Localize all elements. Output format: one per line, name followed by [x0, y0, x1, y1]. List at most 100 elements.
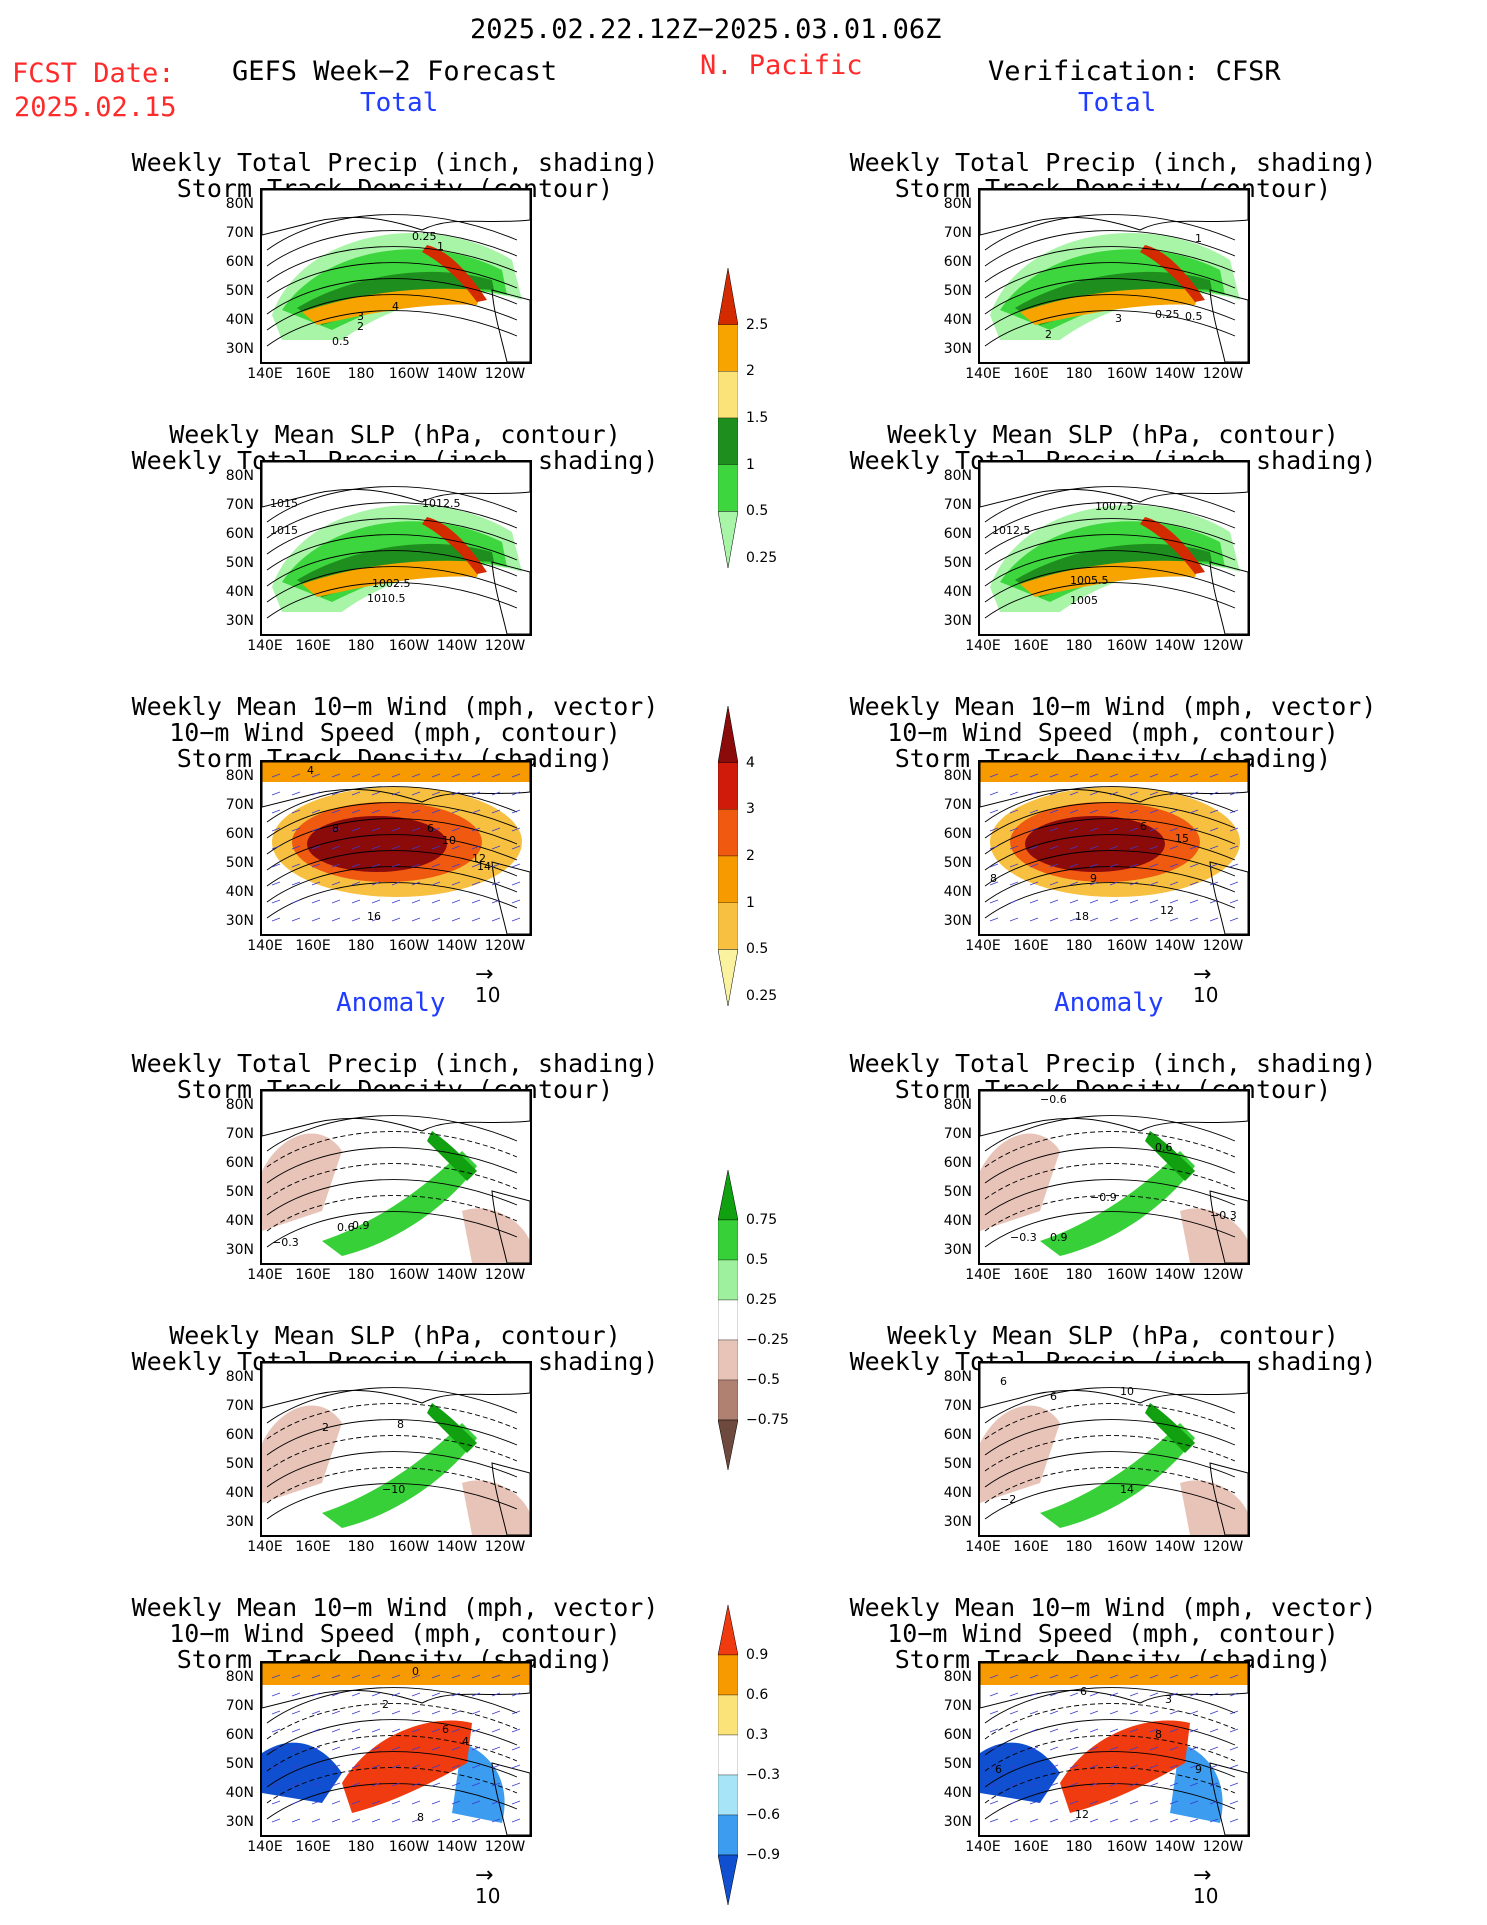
lat-tick-label: 60N — [943, 1155, 972, 1171]
wind-vector — [511, 1746, 521, 1751]
precip-anom-dry-east — [1180, 1208, 1248, 1263]
wind-vector — [491, 1800, 501, 1805]
lon-tick-label: 140W — [436, 1839, 478, 1855]
colorbar-segment — [717, 1379, 739, 1421]
contour-label: 1012.5 — [992, 524, 1031, 537]
wind-vector — [1209, 881, 1219, 886]
wind-vector — [1129, 1692, 1139, 1697]
wind-vector — [371, 917, 381, 922]
contour-line — [984, 1195, 1236, 1232]
wind-vector — [351, 917, 361, 922]
contour-label: 6 — [995, 1763, 1002, 1776]
wind-vector — [1009, 791, 1019, 796]
wind-vector — [391, 917, 401, 922]
coastline-america — [491, 861, 530, 934]
lon-tick-label: 120W — [484, 1839, 526, 1855]
wind-vector — [491, 899, 501, 904]
wind-vector — [491, 1764, 501, 1769]
coastline-america — [491, 1190, 530, 1263]
colorbar-tick-label: 0.25 — [746, 1292, 778, 1308]
wind-vector — [311, 1674, 321, 1679]
wind-vector — [1189, 1818, 1199, 1823]
contour-line — [266, 1147, 518, 1184]
wind-vector — [1209, 1764, 1219, 1769]
wind-vector — [271, 791, 281, 796]
wind-vector — [1209, 827, 1219, 832]
wind-vector — [371, 1710, 381, 1715]
map-svg: −0.6 0.6 −0.9 −0.3 0.9 −0.3 — [980, 1091, 1248, 1263]
wind-vector — [511, 863, 521, 868]
precip-shade-red — [422, 517, 487, 574]
wind-vector — [411, 1800, 421, 1805]
wind-vector — [371, 827, 381, 832]
lon-tick-label: 180 — [347, 938, 375, 954]
lon-tick-label: 180 — [1065, 938, 1093, 954]
map-svg: 1015 1015 1012.5 1002.5 1010.5 — [262, 462, 530, 634]
wind-vector — [511, 845, 521, 850]
wind-vector — [1089, 773, 1099, 778]
wind-vector — [331, 1782, 341, 1787]
lat-tick-label: 70N — [225, 1126, 254, 1142]
wind-vector — [1069, 1764, 1079, 1769]
wind-vector — [1209, 917, 1219, 922]
wind-vector — [471, 1800, 481, 1805]
wind-vector — [511, 1674, 521, 1679]
lon-tick-label: 120W — [1202, 638, 1244, 654]
lon-tick-label: 140W — [436, 366, 478, 382]
wind-vector — [1009, 917, 1019, 922]
contour-line — [984, 1451, 1236, 1488]
wind-vector — [331, 1692, 341, 1697]
wind-vector — [1129, 1674, 1139, 1679]
coastline-north — [980, 190, 1248, 236]
colorbar-tick-label: 2 — [746, 848, 755, 864]
colorbar-tick-label: 1.5 — [746, 410, 769, 426]
colorbar-segment — [717, 1219, 739, 1261]
lat-tick-label: 60N — [225, 1727, 254, 1743]
colorbar-tick-label: 3 — [746, 801, 755, 818]
contour-label: 14 — [1120, 1483, 1134, 1496]
colorbar-tick-label: 0.5 — [746, 1252, 769, 1268]
lat-tick-label: 40N — [943, 312, 972, 328]
wind-vector — [1029, 881, 1039, 886]
contour-line — [984, 278, 1236, 315]
wind-vector — [1189, 1674, 1199, 1679]
wind-vector — [989, 863, 999, 868]
precip-anom-wet-core — [427, 1403, 477, 1453]
lat-tick-label: 40N — [943, 1213, 972, 1229]
lat-tick-label: 50N — [225, 1184, 254, 1200]
wind-vector — [271, 1746, 281, 1751]
lon-tick-label: 140W — [436, 638, 478, 654]
lon-tick-label: 140E — [247, 938, 283, 954]
contour-line — [984, 1419, 1236, 1456]
lat-tick-label: 30N — [943, 1514, 972, 1530]
wind-vector — [1229, 1800, 1239, 1805]
wind-vector — [1209, 1782, 1219, 1787]
lon-tick-label: 160W — [388, 938, 430, 954]
contour-label: 1005.5 — [1070, 574, 1109, 587]
contour-label: 8 — [1155, 1728, 1162, 1741]
wind-vector — [1029, 1728, 1039, 1733]
wind-vector — [989, 1818, 999, 1823]
vector-reference-value: 10 — [475, 983, 501, 1007]
wind-vector — [1009, 1710, 1019, 1715]
wind-vector — [1169, 881, 1179, 886]
map-svg: 0.251 4 32 0.5 — [262, 190, 530, 362]
lat-tick-label: 50N — [225, 1756, 254, 1772]
map-panel-v-anom_slp: 6 6 10 −2 14 — [978, 1361, 1250, 1537]
lat-tick-label: 80N — [943, 468, 972, 484]
contour-line — [266, 834, 518, 871]
contour-label: 0.25 — [1155, 308, 1180, 321]
wind-vector — [1109, 1692, 1119, 1697]
panel-title-line: Weekly Total Precip (inch, shading) — [131, 1049, 659, 1078]
wind-vector — [1209, 1728, 1219, 1733]
lon-tick-label: 160E — [295, 1267, 331, 1283]
wind-vector — [311, 881, 321, 886]
wind-vector — [451, 1746, 461, 1751]
contour-line — [984, 1703, 1236, 1740]
lon-tick-label: 160W — [1106, 366, 1148, 382]
contour-label: −0.3 — [272, 1236, 299, 1249]
wind-vector — [331, 899, 341, 904]
wind-vector — [989, 1710, 999, 1715]
wind-vector — [291, 845, 301, 850]
contour-label: 1005 — [1070, 594, 1098, 607]
